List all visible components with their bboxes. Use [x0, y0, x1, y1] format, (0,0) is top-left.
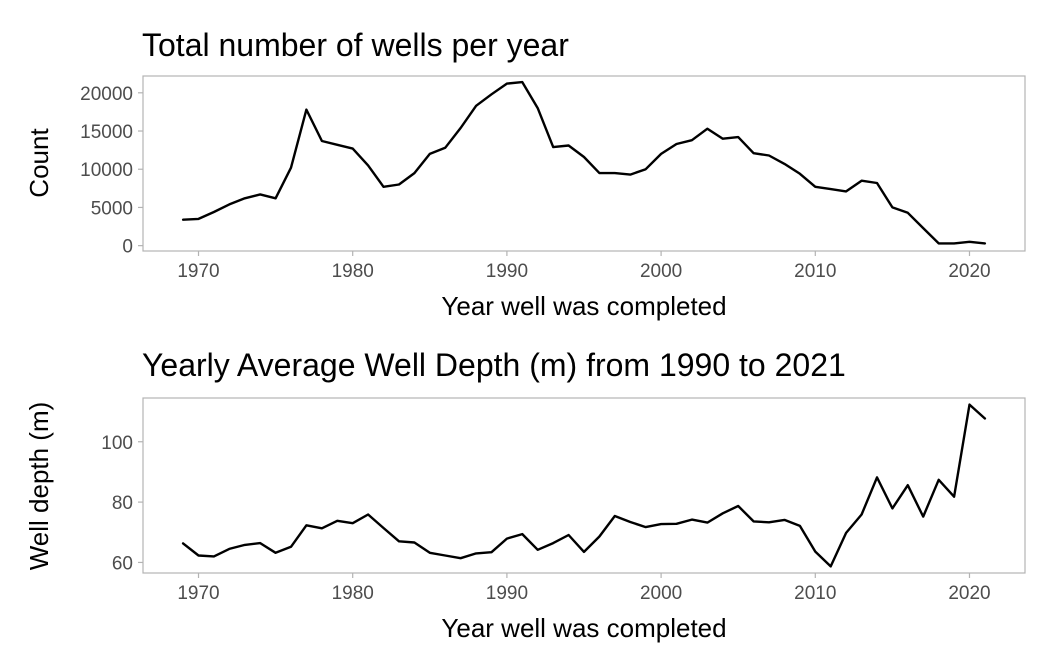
x-axis-title: Year well was completed [441, 613, 726, 643]
y-tick-label: 15000 [80, 122, 133, 143]
x-tick-label: 2000 [640, 583, 682, 604]
x-tick-label: 1970 [177, 583, 219, 604]
well-depth-panel: Yearly Average Well Depth (m) from 1990 … [24, 347, 1026, 643]
y-tick-label: 100 [101, 433, 133, 454]
y-tick-label: 10000 [80, 160, 133, 181]
plot-panel [142, 75, 1026, 252]
y-axis-title: Count [24, 128, 54, 198]
y-tick-label: 60 [112, 553, 133, 574]
x-tick-label: 2020 [948, 261, 990, 282]
y-tick-label: 20000 [80, 84, 133, 105]
axis-ticks: 1970 1980 1990 2000 2010 2020 0 5000 10000 15000 2… [80, 84, 990, 282]
x-tick-label: 1970 [177, 261, 219, 282]
y-tick-label: 0 [122, 237, 133, 258]
series-line [181, 403, 987, 568]
x-axis-title: Year well was completed [441, 291, 726, 321]
x-tick-label: 2010 [794, 583, 836, 604]
x-tick-label: 1990 [486, 261, 528, 282]
y-tick-label: 80 [112, 493, 133, 514]
plot-panel [142, 397, 1026, 574]
y-tick-label: 5000 [91, 198, 133, 219]
wells-count-panel: Total number of wells per year 1970 1980 1… [24, 27, 1026, 321]
x-tick-label: 1980 [332, 261, 374, 282]
x-tick-label: 2000 [640, 261, 682, 282]
chart-title: Yearly Average Well Depth (m) from 1990 … [142, 347, 846, 383]
x-tick-label: 2020 [948, 583, 990, 604]
x-tick-label: 1980 [332, 583, 374, 604]
x-tick-label: 2010 [794, 261, 836, 282]
y-axis-title: Well depth (m) [24, 402, 54, 571]
series-line [181, 80, 987, 245]
x-tick-label: 1990 [486, 583, 528, 604]
axis-ticks: 1970 1980 1990 2000 2010 2020 60 80 100 [101, 433, 990, 604]
chart-title: Total number of wells per year [142, 27, 569, 63]
